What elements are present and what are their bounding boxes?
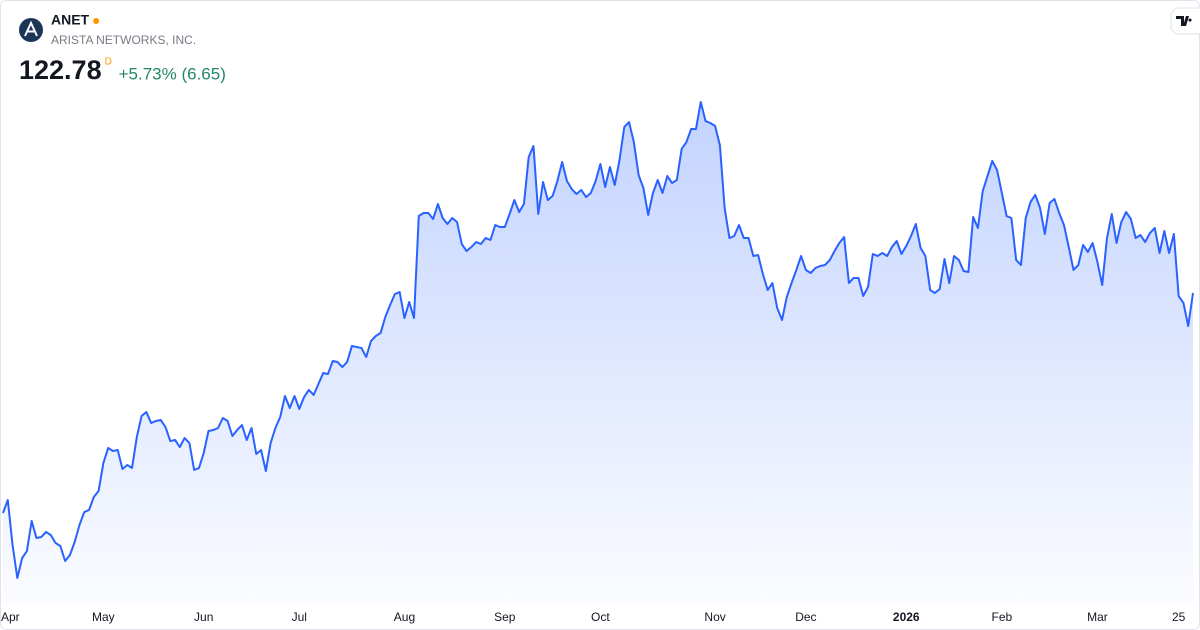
price-change: +5.73% (6.65): [119, 64, 226, 83]
x-tick-label: Dec: [795, 610, 816, 624]
x-tick-label: 2026: [893, 610, 920, 624]
x-tick-label: 25: [1172, 610, 1186, 624]
x-tick-label: Apr: [1, 610, 20, 624]
x-tick-label: Mar: [1087, 610, 1108, 624]
x-tick-label: Nov: [704, 610, 725, 624]
brand[interactable]: [1170, 7, 1200, 35]
x-tick-label: May: [92, 610, 115, 624]
price: 122.78: [19, 55, 102, 85]
price-flag: D: [105, 57, 112, 68]
x-axis: Apr May Jun Jul Aug Sep Oct Nov Dec 2026 Feb Mar 25: [1, 610, 1186, 624]
market-status: [93, 18, 100, 24]
x-tick-label: Jun: [194, 610, 213, 624]
x-tick-label: Aug: [394, 610, 415, 624]
ticker: ANET: [51, 12, 90, 28]
company-name: ARISTA NETWORKS, INC.: [51, 33, 196, 47]
x-tick-label: Oct: [591, 610, 610, 624]
price-line: [2, 101, 1194, 579]
x-tick-label: Jul: [292, 610, 307, 624]
x-tick-label: Feb: [991, 610, 1012, 624]
area-fill: [3, 102, 1193, 605]
plot-area: [2, 101, 1194, 605]
logo-mark: [24, 20, 38, 37]
header: ANET ARISTA NETWORKS, INC. 122.78 D +5.7…: [19, 12, 226, 85]
brand-logo: [1176, 16, 1192, 26]
x-tick-label: Sep: [494, 610, 516, 624]
